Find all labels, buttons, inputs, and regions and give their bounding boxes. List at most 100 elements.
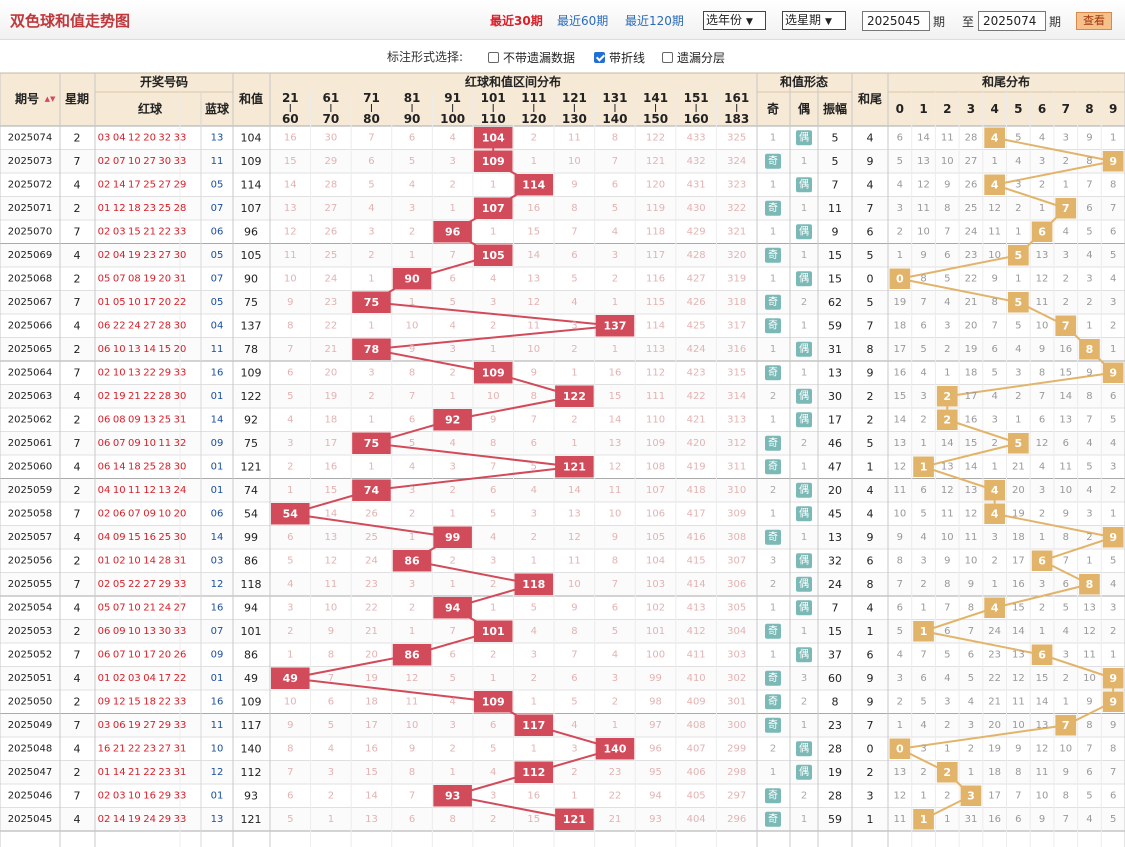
sum-cell: 49	[244, 672, 258, 685]
miss-value: 4	[612, 649, 618, 660]
red-ball: 04	[98, 485, 111, 496]
miss-value: 308	[727, 532, 746, 543]
miss-value: 320	[727, 250, 746, 261]
tail-cell: 7	[867, 719, 874, 732]
miss-value: 20	[365, 649, 378, 660]
page-title: 双色球和值走势图	[10, 12, 131, 30]
tail-miss-value: 6	[920, 320, 926, 331]
checkbox-layer[interactable]	[662, 52, 673, 63]
weekday-cell: 2	[74, 484, 81, 497]
tail-miss-value: 22	[988, 673, 1001, 684]
tail-hit-value: 1	[920, 813, 928, 826]
sum-hit-box	[352, 291, 391, 313]
red-ball: 33	[174, 156, 187, 167]
miss-value: 3	[449, 720, 455, 731]
to-period-input[interactable]: 2025074	[978, 11, 1046, 31]
sum-hit-value: 117	[522, 719, 545, 732]
tail-miss-value: 5	[968, 673, 974, 684]
tail-hit-value: 7	[1062, 719, 1070, 732]
tail-miss-value: 11	[1012, 696, 1025, 707]
miss-value: 300	[727, 720, 746, 731]
option-line[interactable]: 带折线	[594, 49, 645, 66]
tail-cell: 4	[867, 131, 874, 144]
miss-value: 118	[646, 226, 665, 237]
tail-miss-value: 25	[965, 203, 978, 214]
table-row	[0, 619, 1125, 643]
tail-miss-value: 7	[944, 602, 950, 613]
even-box	[796, 271, 812, 287]
tail-miss-value: 13	[1083, 602, 1096, 613]
weekday-select[interactable]: 选星期	[782, 11, 846, 30]
tail-miss-value: 3	[991, 414, 997, 425]
tail-miss-value: 3	[991, 532, 997, 543]
checkbox-line[interactable]	[594, 52, 605, 63]
red-ball: 07	[113, 649, 126, 660]
tail-digit: 3	[967, 102, 975, 116]
even-miss: 1	[801, 156, 807, 167]
miss-value: 10	[284, 696, 297, 707]
amplitude-cell: 28	[828, 742, 842, 755]
miss-value: 13	[325, 532, 338, 543]
weekday-cell: 2	[74, 695, 81, 708]
red-ball: 14	[143, 555, 156, 566]
tail-miss-value: 8	[1039, 367, 1045, 378]
miss-value: 10	[568, 156, 581, 167]
query-button[interactable]: 查看	[1076, 12, 1112, 30]
period-link-120[interactable]: 最近120期	[625, 14, 684, 28]
tail-cell: 9	[867, 672, 874, 685]
blue-ball: 06	[211, 226, 224, 237]
miss-value: 314	[727, 391, 746, 402]
tail-miss-value: 3	[920, 391, 926, 402]
year-select[interactable]: 选年份	[703, 11, 766, 30]
period-link-30[interactable]: 最近30期	[490, 14, 543, 28]
period-cell: 2025060	[8, 461, 53, 472]
odd-miss: 2	[770, 391, 776, 402]
sum-hit-box	[271, 503, 310, 525]
tail-miss-value: 7	[1063, 555, 1069, 566]
option-layer[interactable]: 遗漏分层	[662, 49, 725, 66]
tail-miss-value: 1	[991, 579, 997, 590]
weekday-select-value: 选星期	[785, 13, 822, 27]
miss-value: 1	[531, 743, 537, 754]
sort-icon[interactable]: ▲▼	[45, 95, 56, 103]
tail-cell: 3	[867, 789, 874, 802]
miss-value: 102	[646, 602, 665, 613]
header-dist: 红球和值区间分布	[465, 74, 561, 89]
red-ball: 22	[174, 673, 187, 684]
sum-hit-value: 140	[603, 742, 626, 755]
miss-value: 319	[727, 273, 746, 284]
period-link-60[interactable]: 最近60期	[557, 14, 609, 28]
tail-miss-value: 7	[944, 226, 950, 237]
tail-miss-value: 4	[920, 720, 926, 731]
tail-miss-value: 4	[944, 673, 950, 684]
miss-value: 1	[490, 179, 496, 190]
tail-cell: 5	[867, 437, 874, 450]
tail-hit-value: 7	[1062, 319, 1070, 332]
miss-value: 26	[325, 226, 338, 237]
miss-value: 1	[612, 344, 618, 355]
option-no-miss[interactable]: 不带遗漏数据	[488, 49, 575, 66]
miss-value: 94	[649, 790, 662, 801]
red-ball: 33	[174, 814, 187, 825]
tail-miss-value: 4	[1110, 438, 1116, 449]
miss-value: 2	[490, 649, 496, 660]
red-ball: 30	[174, 320, 187, 331]
red-ball: 25	[143, 179, 156, 190]
tail-miss-value: 3	[1063, 649, 1069, 660]
sum-hit-value: 90	[404, 272, 420, 285]
range-start: 61	[323, 91, 340, 105]
red-ball: 06	[98, 320, 111, 331]
tail-miss-value: 8	[944, 579, 950, 590]
tail-miss-value: 6	[1063, 438, 1069, 449]
miss-value: 5	[368, 179, 374, 190]
from-period-input[interactable]: 2025045	[862, 11, 930, 31]
tail-miss-value: 15	[1059, 367, 1072, 378]
miss-value: 2	[571, 344, 577, 355]
checkbox-no-miss[interactable]	[488, 52, 499, 63]
tail-miss-value: 2	[1063, 273, 1069, 284]
sum-cell: 117	[241, 719, 262, 732]
tail-miss-value: 12	[1036, 273, 1049, 284]
blue-ball: 07	[211, 273, 224, 284]
miss-value: 411	[687, 649, 706, 660]
